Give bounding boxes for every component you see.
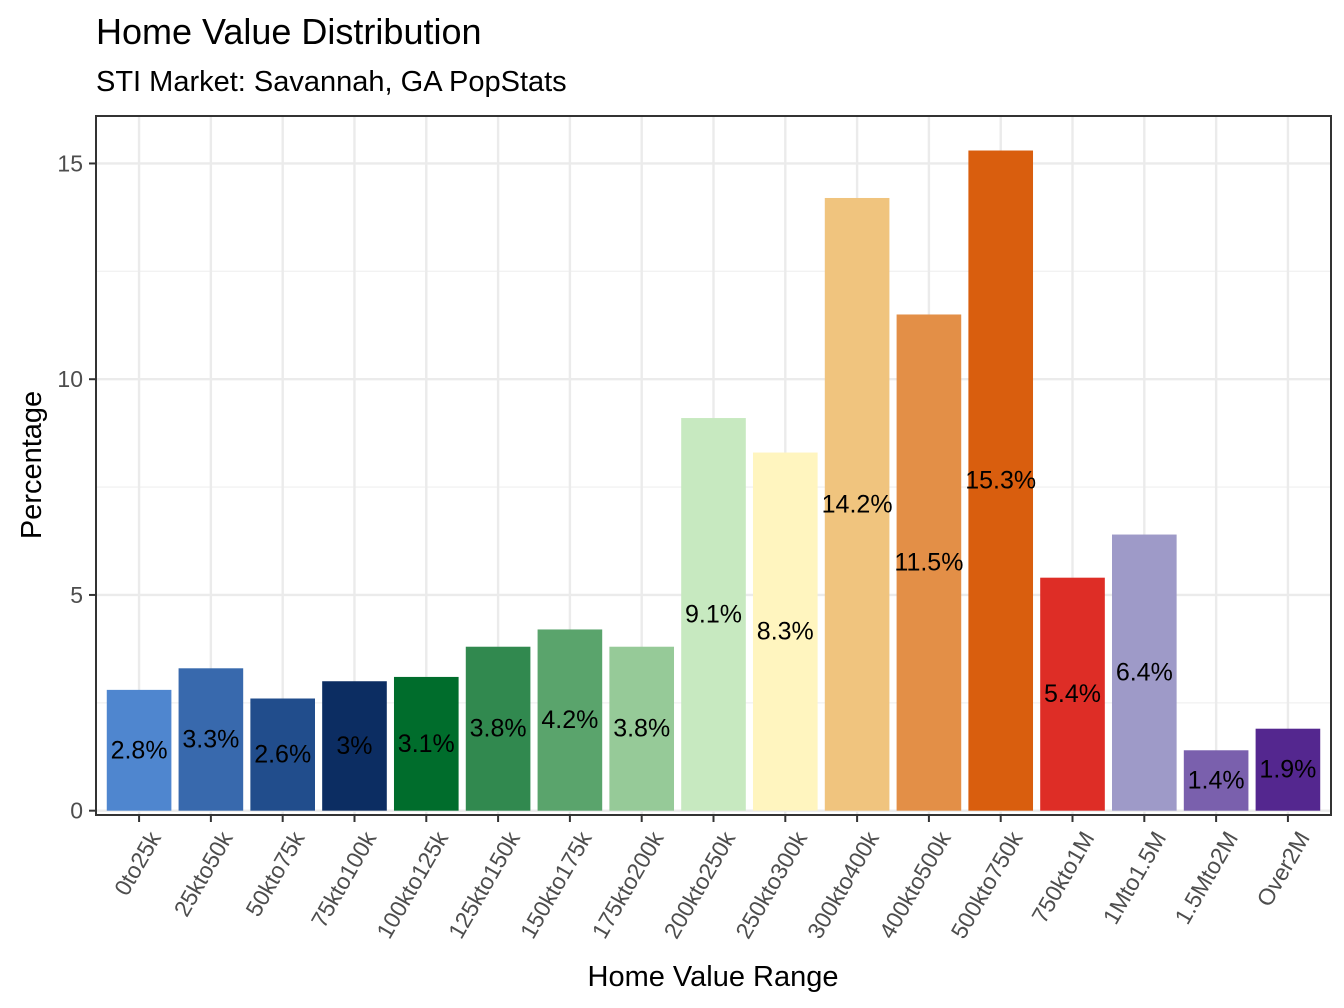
x-tick-label: 400kto500k bbox=[874, 826, 956, 942]
y-tick-label: 5 bbox=[70, 582, 83, 608]
bar-75kto100k bbox=[322, 681, 387, 811]
y-tick-label: 15 bbox=[57, 150, 83, 176]
x-tick-label: 50kto75k bbox=[240, 826, 309, 920]
data-label-400kto500k: 11.5% bbox=[894, 549, 963, 577]
x-tick-label: 1.5Mto2M bbox=[1169, 827, 1243, 929]
bar-750kto1M bbox=[1040, 577, 1105, 811]
bar-200kto250k bbox=[681, 418, 746, 811]
data-label-Over2M: 1.9% bbox=[1259, 756, 1316, 784]
bar-100kto125k bbox=[393, 676, 459, 811]
x-tick-label: 25kto50k bbox=[169, 826, 238, 920]
bar-Over2M bbox=[1255, 728, 1321, 811]
data-label-100kto125k: 3.1% bbox=[398, 730, 455, 758]
data-label-125kto150k: 3.8% bbox=[470, 715, 527, 743]
x-tick-label: 200kto250k bbox=[658, 826, 740, 942]
data-label-1.5Mto2M: 1.4% bbox=[1188, 766, 1245, 794]
data-label-150kto175k: 4.2% bbox=[541, 706, 598, 734]
bar-150kto175k bbox=[537, 629, 603, 811]
x-tick-label: 300kto400k bbox=[802, 826, 884, 942]
x-tick-label: Over2M bbox=[1251, 827, 1314, 911]
x-axis-title: Home Value Range bbox=[588, 961, 839, 993]
bar-175kto200k bbox=[609, 646, 675, 811]
x-tick-label: 250kto300k bbox=[730, 826, 812, 942]
bar-125kto150k bbox=[465, 646, 531, 811]
bar-300kto400k bbox=[824, 197, 890, 811]
bar-1Mto1.5M bbox=[1112, 534, 1177, 811]
data-label-25kto50k: 3.3% bbox=[182, 725, 239, 753]
bar-400kto500k bbox=[896, 314, 962, 811]
bars bbox=[106, 150, 1321, 811]
x-tick-label: 1Mto1.5M bbox=[1098, 827, 1172, 929]
data-label-300kto400k: 14.2% bbox=[822, 490, 893, 518]
data-label-0to25k: 2.8% bbox=[111, 736, 168, 764]
bar-250kto300k bbox=[752, 452, 818, 811]
y-axis-title: Percentage bbox=[16, 391, 48, 539]
bar-25kto50k bbox=[178, 668, 244, 811]
bar-1.5Mto2M bbox=[1183, 750, 1249, 811]
data-label-500kto750k: 15.3% bbox=[965, 467, 1036, 495]
chart-title: Home Value Distribution bbox=[96, 11, 482, 52]
data-label-750kto1M: 5.4% bbox=[1044, 680, 1101, 708]
bar-50kto75k bbox=[250, 698, 315, 811]
y-axis: 0 5 10 15 bbox=[57, 150, 96, 824]
data-label-200kto250k: 9.1% bbox=[685, 600, 742, 628]
data-label-175kto200k: 3.8% bbox=[613, 715, 670, 743]
bar-500kto750k bbox=[968, 150, 1034, 811]
x-tick-label: 500kto750k bbox=[946, 826, 1028, 942]
x-tick-label: 175kto200k bbox=[587, 826, 669, 942]
chart-subtitle: STI Market: Savannah, GA PopStats bbox=[96, 66, 567, 98]
x-tick-label: 150kto175k bbox=[515, 826, 597, 942]
x-tick-label: 750kto1M bbox=[1026, 827, 1099, 927]
data-label-75kto100k: 3% bbox=[336, 732, 372, 760]
y-tick-label: 10 bbox=[57, 366, 83, 392]
x-tick-label: 100kto125k bbox=[371, 826, 453, 942]
data-label-250kto300k: 8.3% bbox=[757, 618, 814, 646]
data-labels: 2.8% 3.3% 2.6% 3% 3.1% 3.8% 4.2% 3.8% 9.1% 8.3% 14… bbox=[111, 467, 1317, 795]
data-label-1Mto1.5M: 6.4% bbox=[1116, 659, 1173, 687]
x-tick-label: 75kto100k bbox=[306, 826, 382, 931]
x-tick-label: 125kto150k bbox=[443, 826, 525, 942]
x-tick-label: 0to25k bbox=[109, 826, 166, 899]
y-tick-label: 0 bbox=[70, 798, 83, 824]
data-label-50kto75k: 2.6% bbox=[254, 741, 311, 769]
x-axis: 0to25k 25kto50k 50kto75k75kto100k100kto125… bbox=[109, 815, 1315, 943]
bar-0to25k bbox=[106, 689, 172, 811]
